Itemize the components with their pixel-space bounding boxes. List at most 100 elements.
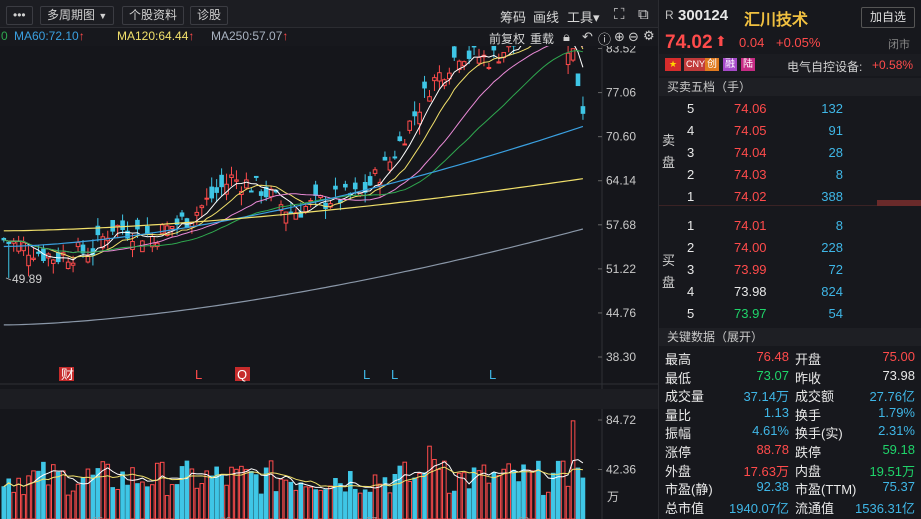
candle-body bbox=[476, 56, 482, 64]
candle-body bbox=[333, 185, 338, 190]
candle-body bbox=[338, 200, 343, 203]
flag-icon: ★ bbox=[665, 58, 681, 71]
sector-label[interactable]: 电气自控设备: bbox=[787, 60, 863, 74]
fullscreen-icon[interactable]: ⛶ bbox=[614, 6, 625, 23]
volume-tick-label: 84.72 bbox=[606, 413, 636, 427]
buy-level: 4 bbox=[687, 284, 695, 299]
volume-bar bbox=[496, 474, 502, 519]
candle-body bbox=[362, 182, 368, 193]
sector-change: +0.58% bbox=[872, 58, 914, 72]
volume-bar bbox=[506, 463, 511, 519]
candle-body bbox=[343, 183, 348, 188]
chevron-down-icon: ▾ bbox=[593, 10, 600, 25]
volume-bar bbox=[442, 460, 447, 519]
candle-body bbox=[451, 46, 457, 58]
sell-price[interactable]: 74.03 bbox=[734, 167, 767, 182]
volume-bar bbox=[65, 494, 71, 519]
add-favorite-button[interactable]: 加自选 bbox=[861, 7, 915, 28]
overlay-button[interactable]: 重载 bbox=[530, 32, 555, 46]
volume-bar bbox=[407, 480, 412, 519]
settings-gear-icon[interactable]: ⚙ bbox=[643, 28, 655, 43]
volume-bar bbox=[313, 489, 318, 519]
more-menu-button[interactable]: ••• bbox=[6, 6, 33, 25]
volume-bar bbox=[352, 488, 358, 519]
buy-volume: 8 bbox=[835, 218, 843, 233]
candle-body bbox=[372, 169, 378, 174]
price-tick-label: 44.76 bbox=[606, 306, 636, 320]
volume-bar bbox=[169, 484, 175, 519]
buy-volume: 54 bbox=[828, 306, 843, 321]
buy-price[interactable]: 74.01 bbox=[734, 218, 767, 233]
key-label: 涨停 bbox=[665, 445, 692, 460]
market-status: 闭市 bbox=[888, 39, 910, 51]
candle-body bbox=[313, 184, 318, 196]
undo-icon[interactable]: ↶ bbox=[582, 29, 593, 44]
volume-bar bbox=[555, 460, 561, 519]
ma60-line bbox=[3, 125, 584, 248]
sell-volume: 132 bbox=[821, 101, 843, 116]
up-arrow-icon: ⬆ bbox=[715, 33, 727, 49]
volume-bar bbox=[234, 468, 239, 519]
restore-right-button[interactable]: 前复权 bbox=[489, 32, 526, 46]
sell-price[interactable]: 74.06 bbox=[734, 101, 767, 116]
candle-body bbox=[100, 236, 106, 249]
sell-price[interactable]: 74.05 bbox=[734, 123, 767, 138]
volume-bar bbox=[11, 491, 16, 519]
buy-price[interactable]: 74.00 bbox=[734, 240, 767, 255]
candle-body bbox=[209, 186, 214, 199]
candle-body bbox=[565, 52, 571, 66]
volume-bar bbox=[412, 477, 417, 519]
detach-icon[interactable]: ⧉ bbox=[638, 6, 649, 23]
multi-period-button[interactable]: 多周期图 ▼ bbox=[40, 6, 115, 25]
volume-bar bbox=[125, 484, 130, 519]
candle-body bbox=[75, 242, 81, 248]
tools-button[interactable]: 工具▾ bbox=[567, 7, 600, 26]
buy-price[interactable]: 73.99 bbox=[734, 262, 767, 277]
candle-body bbox=[65, 261, 71, 270]
buy-book: 买盘 bbox=[659, 210, 921, 320]
volume-bar bbox=[348, 471, 353, 519]
ma120-line bbox=[3, 178, 583, 232]
volume-bar bbox=[214, 466, 219, 519]
stock-info-button[interactable]: 个股资料 bbox=[122, 6, 185, 25]
candle-body bbox=[204, 197, 210, 200]
sell-price[interactable]: 74.04 bbox=[734, 145, 767, 160]
price-change-pct: +0.05% bbox=[776, 35, 821, 50]
chip-button[interactable]: 筹码 bbox=[500, 10, 527, 25]
buy-price[interactable]: 73.98 bbox=[734, 284, 767, 299]
volume-bar bbox=[397, 465, 403, 519]
diagnose-button[interactable]: 诊股 bbox=[190, 6, 229, 25]
order-book-title[interactable]: 买卖五档（手） bbox=[659, 78, 921, 96]
lock-icon[interactable]: 🔒︎ bbox=[563, 29, 570, 44]
key-label: 跌停 bbox=[795, 445, 822, 460]
volume-bar bbox=[46, 484, 51, 519]
volume-bar bbox=[293, 489, 299, 519]
event-marker: Q bbox=[237, 367, 247, 382]
event-marker-bg bbox=[59, 367, 74, 381]
sell-volume: 28 bbox=[828, 145, 843, 160]
price-change: 0.04 bbox=[739, 35, 765, 50]
buy-price[interactable]: 73.97 bbox=[734, 306, 767, 321]
volume-bar bbox=[209, 475, 214, 519]
event-marker: L bbox=[489, 367, 496, 382]
volume-bar bbox=[26, 475, 31, 519]
volume-bar bbox=[278, 478, 284, 519]
zoom-in-icon[interactable]: ⊕ bbox=[614, 29, 625, 44]
sell-level: 1 bbox=[687, 189, 695, 204]
candle-body bbox=[352, 182, 358, 190]
key-data-title[interactable]: 关键数据（展开） bbox=[659, 328, 921, 346]
key-value: 73.07 bbox=[756, 367, 789, 383]
candle-body bbox=[367, 176, 373, 186]
draw-line-button[interactable]: 画线 bbox=[533, 10, 560, 25]
volume-bar bbox=[179, 466, 185, 519]
key-label: 换手 bbox=[795, 407, 822, 423]
ma250-line bbox=[3, 228, 584, 326]
sell-price[interactable]: 74.02 bbox=[734, 189, 767, 204]
key-value: 92.38 bbox=[756, 479, 789, 495]
info-circle-icon[interactable]: ⓘ bbox=[598, 32, 612, 47]
kline-chart[interactable]: 83.52 77.06 70.60 64.14 57.68 51.22 44.76 38.30… bbox=[0, 46, 658, 519]
volume-bar bbox=[244, 468, 249, 519]
volume-bar bbox=[204, 470, 210, 519]
zoom-out-icon[interactable]: ⊖ bbox=[628, 29, 639, 44]
month-label: 08 bbox=[518, 516, 530, 519]
